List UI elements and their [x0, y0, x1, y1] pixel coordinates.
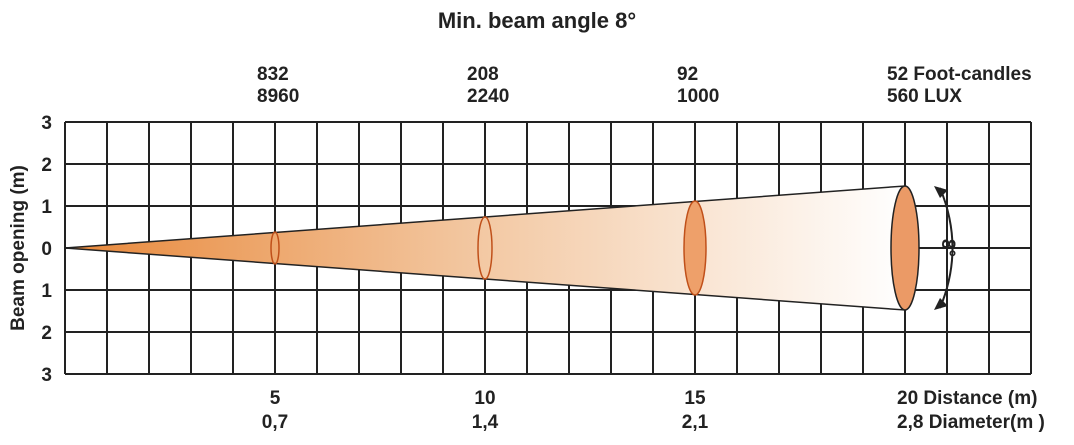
foot-candles: 832: [257, 64, 289, 85]
diameter: 2,8 Diameter(m ): [897, 412, 1045, 433]
distance: 10: [474, 388, 495, 409]
y-tick-label: 2: [41, 323, 52, 344]
arrow-head: [934, 298, 948, 310]
y-tick-label: 1: [41, 281, 52, 302]
y-tick-label: 1: [41, 197, 52, 218]
distance: 5: [270, 388, 281, 409]
distance: 20 Distance (m): [897, 388, 1037, 409]
arrow-head: [934, 186, 948, 198]
beam-section: [890, 185, 920, 311]
beam-section: [270, 231, 280, 265]
y-tick-label: 2: [41, 155, 52, 176]
foot-candles: 208: [467, 64, 499, 85]
foot-candles: 92: [677, 64, 698, 85]
diameter: 2,1: [682, 412, 709, 433]
title: Min. beam angle 8°: [438, 8, 636, 33]
beam-section: [477, 216, 493, 280]
diameter: 0,7: [262, 412, 288, 433]
angle-label: 8°: [937, 239, 958, 257]
diameter: 1,4: [472, 412, 499, 433]
y-tick-label: 3: [41, 113, 52, 134]
lux: 560 LUX: [887, 86, 962, 107]
lux: 8960: [257, 86, 299, 107]
y-tick-label: 0: [41, 239, 52, 260]
y-tick-label: 3: [41, 365, 52, 386]
distance: 15: [684, 388, 706, 409]
lux: 1000: [677, 86, 719, 107]
beam-section: [683, 200, 707, 296]
foot-candles: 52 Foot-candles: [887, 64, 1032, 85]
y-axis-label: Beam opening (m): [8, 165, 29, 331]
lux: 2240: [467, 86, 509, 107]
angle-arc: [939, 187, 954, 309]
